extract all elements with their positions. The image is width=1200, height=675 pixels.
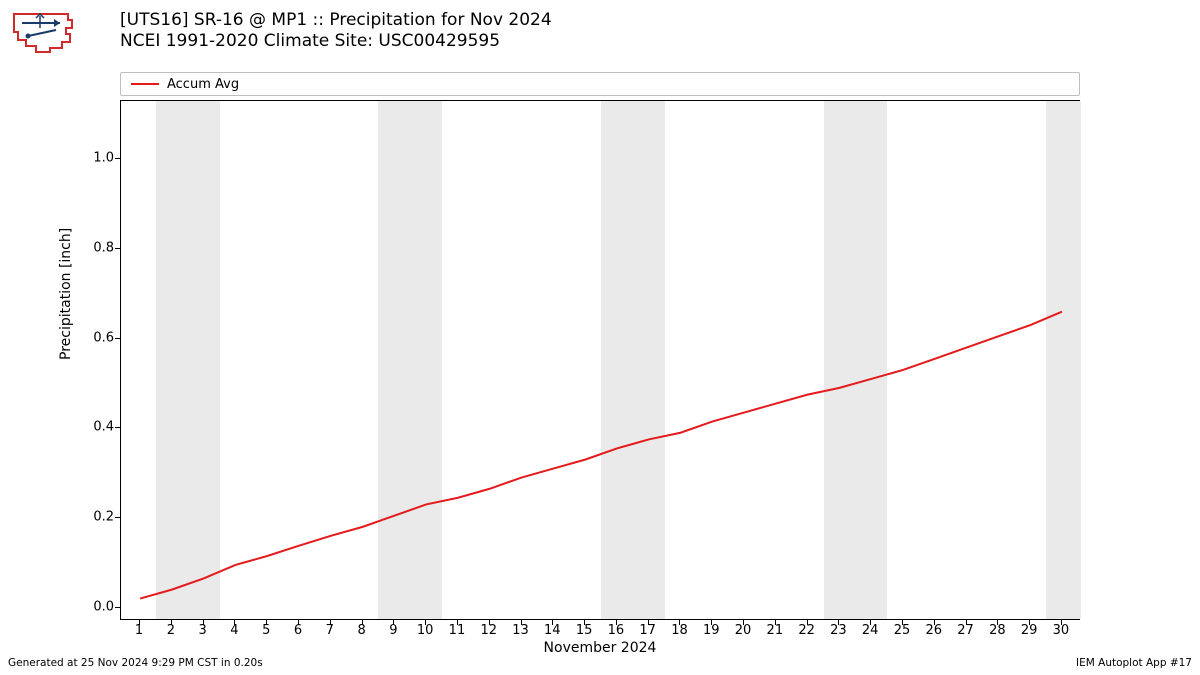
x-tick-label: 17: [639, 623, 656, 638]
y-tick-label: 0.0: [93, 599, 114, 614]
x-tick-label: 3: [199, 623, 207, 638]
y-tick-mark: [115, 427, 120, 428]
x-tick-mark: [616, 620, 617, 625]
y-tick-mark: [115, 607, 120, 608]
x-tick-label: 11: [449, 623, 466, 638]
x-tick-mark: [934, 620, 935, 625]
x-tick-mark: [362, 620, 363, 625]
x-tick-mark: [330, 620, 331, 625]
x-tick-label: 13: [512, 623, 529, 638]
x-tick-mark: [234, 620, 235, 625]
y-tick-label: 0.8: [93, 240, 114, 255]
x-tick-mark: [552, 620, 553, 625]
x-tick-label: 24: [862, 623, 879, 638]
x-tick-label: 22: [798, 623, 815, 638]
x-tick-label: 20: [735, 623, 752, 638]
x-tick-mark: [902, 620, 903, 625]
x-tick-label: 1: [135, 623, 143, 638]
x-tick-mark: [1029, 620, 1030, 625]
x-tick-label: 10: [417, 623, 434, 638]
x-tick-mark: [679, 620, 680, 625]
x-tick-mark: [1061, 620, 1062, 625]
x-tick-mark: [997, 620, 998, 625]
x-tick-mark: [298, 620, 299, 625]
x-tick-label: 9: [389, 623, 397, 638]
accum-avg-line: [140, 312, 1062, 599]
x-tick-mark: [807, 620, 808, 625]
footer-generated: Generated at 25 Nov 2024 9:29 PM CST in …: [8, 657, 263, 669]
legend-label: Accum Avg: [167, 77, 239, 92]
chart-plot-area: [120, 100, 1080, 620]
x-tick-mark: [584, 620, 585, 625]
x-tick-label: 4: [230, 623, 238, 638]
x-tick-mark: [266, 620, 267, 625]
x-tick-label: 2: [167, 623, 175, 638]
y-tick-label: 0.2: [93, 509, 114, 524]
x-tick-mark: [457, 620, 458, 625]
x-tick-mark: [521, 620, 522, 625]
x-tick-mark: [838, 620, 839, 625]
y-axis-label: Precipitation [inch]: [58, 228, 74, 360]
x-tick-label: 5: [262, 623, 270, 638]
x-tick-label: 15: [576, 623, 593, 638]
y-tick-label: 0.6: [93, 330, 114, 345]
x-tick-label: 12: [480, 623, 497, 638]
y-tick-mark: [115, 517, 120, 518]
x-tick-mark: [648, 620, 649, 625]
x-tick-mark: [870, 620, 871, 625]
x-tick-mark: [171, 620, 172, 625]
x-tick-mark: [203, 620, 204, 625]
chart-title: [UTS16] SR-16 @ MP1 :: Precipitation for…: [120, 10, 552, 53]
x-tick-label: 27: [957, 623, 974, 638]
legend: Accum Avg: [120, 72, 1080, 96]
x-tick-label: 25: [894, 623, 911, 638]
iem-logo-icon: [8, 8, 78, 56]
x-tick-label: 8: [357, 623, 365, 638]
y-tick-mark: [115, 338, 120, 339]
x-tick-label: 16: [608, 623, 625, 638]
x-tick-label: 19: [703, 623, 720, 638]
footer-app: IEM Autoplot App #17: [1076, 657, 1192, 669]
y-tick-label: 1.0: [93, 151, 114, 166]
y-tick-mark: [115, 158, 120, 159]
x-tick-mark: [393, 620, 394, 625]
x-tick-label: 28: [989, 623, 1006, 638]
x-tick-label: 6: [294, 623, 302, 638]
x-tick-label: 7: [326, 623, 334, 638]
x-tick-mark: [775, 620, 776, 625]
x-tick-label: 14: [544, 623, 561, 638]
title-line-2: NCEI 1991-2020 Climate Site: USC00429595: [120, 31, 552, 52]
x-tick-label: 29: [1021, 623, 1038, 638]
x-tick-mark: [425, 620, 426, 625]
x-tick-mark: [743, 620, 744, 625]
x-tick-mark: [966, 620, 967, 625]
x-tick-label: 23: [830, 623, 847, 638]
x-tick-mark: [139, 620, 140, 625]
x-tick-label: 18: [671, 623, 688, 638]
x-tick-label: 26: [925, 623, 942, 638]
y-tick-mark: [115, 248, 120, 249]
x-tick-label: 30: [1053, 623, 1070, 638]
title-line-1: [UTS16] SR-16 @ MP1 :: Precipitation for…: [120, 10, 552, 31]
legend-swatch: [131, 83, 159, 85]
y-tick-label: 0.4: [93, 420, 114, 435]
x-tick-mark: [489, 620, 490, 625]
x-tick-label: 21: [767, 623, 784, 638]
x-tick-mark: [711, 620, 712, 625]
x-axis-label: November 2024: [120, 640, 1080, 656]
